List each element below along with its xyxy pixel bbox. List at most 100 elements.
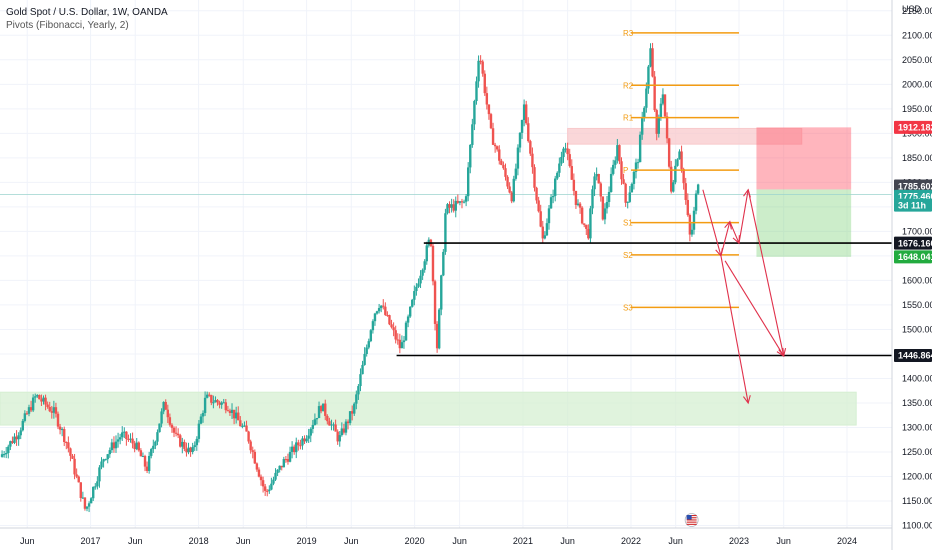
candle-body <box>284 459 288 461</box>
candle <box>628 185 631 203</box>
candle <box>473 99 476 131</box>
candle <box>452 199 455 213</box>
candle <box>137 441 141 452</box>
candle-body <box>255 463 259 470</box>
candle <box>324 399 327 421</box>
candle <box>506 175 509 190</box>
candle <box>454 196 457 218</box>
candle <box>450 198 453 213</box>
candle <box>622 173 625 185</box>
candle <box>245 420 248 432</box>
arrow-head <box>778 348 787 358</box>
candle-body <box>614 160 617 165</box>
candle-body <box>131 438 134 444</box>
candle <box>549 194 553 209</box>
candle-body <box>40 399 43 402</box>
pivot-label-r3: R3 <box>623 29 634 38</box>
candle <box>214 396 217 403</box>
candle-body <box>228 410 232 413</box>
candle-body <box>253 451 257 464</box>
candle-body <box>305 438 308 442</box>
price-tag-label: 1912.182 <box>898 123 932 133</box>
candle <box>400 335 404 349</box>
candle <box>500 158 503 166</box>
x-tick-label: 2020 <box>405 536 425 546</box>
candle <box>125 431 128 446</box>
candle-body <box>653 76 656 111</box>
candle-body <box>454 200 457 211</box>
y-tick-label: 1150.00 <box>902 496 932 506</box>
candle <box>257 467 261 478</box>
candle-body <box>203 397 207 413</box>
candle-body <box>630 183 634 193</box>
candle <box>390 319 393 329</box>
candle-body <box>218 402 221 405</box>
candle <box>460 198 464 209</box>
candle-body <box>326 415 329 422</box>
price-tag-bg <box>894 236 932 250</box>
horizontal-levels <box>396 242 892 357</box>
candle-body <box>71 455 74 459</box>
candle-body <box>696 184 700 194</box>
candle-body <box>176 433 180 436</box>
candle-body <box>145 466 149 471</box>
candle-body <box>562 148 565 157</box>
candle <box>263 483 267 496</box>
candle-body <box>89 498 93 504</box>
candle-body <box>257 469 261 477</box>
candle-body <box>632 171 636 184</box>
candle <box>143 454 147 472</box>
candle-body <box>46 404 49 407</box>
x-tick-label: Jun <box>452 536 467 546</box>
candle <box>288 446 292 463</box>
candle-body <box>199 416 203 424</box>
candle-body <box>545 223 549 236</box>
candle-body <box>346 421 350 424</box>
candle-body <box>678 151 681 160</box>
candle-body <box>458 201 462 203</box>
candle <box>98 465 101 488</box>
candle <box>495 145 499 152</box>
candle-body <box>118 437 122 440</box>
candle-body <box>413 291 416 300</box>
candle <box>92 486 95 502</box>
candle-body <box>309 428 312 436</box>
candle-body <box>437 309 441 349</box>
candle <box>493 142 497 153</box>
candle-body <box>649 48 652 67</box>
candle-body <box>686 199 689 216</box>
pivot-label-p: P <box>623 166 628 175</box>
candle-body <box>595 173 598 177</box>
candle <box>340 422 344 437</box>
candle-body <box>67 442 70 449</box>
candle-body <box>19 430 22 436</box>
flag-stripe <box>686 523 697 525</box>
candle-body <box>170 424 174 428</box>
candle <box>483 70 486 96</box>
candle <box>377 303 381 314</box>
candle <box>15 430 18 446</box>
flag-canton <box>686 515 692 520</box>
pivot-label-s3: S3 <box>623 303 633 312</box>
candle <box>224 398 228 414</box>
candle-body <box>197 423 201 439</box>
support-zone <box>0 391 857 426</box>
candle-body <box>179 435 182 447</box>
candle <box>152 439 155 453</box>
candle <box>31 394 35 413</box>
candle <box>464 194 468 207</box>
candle <box>605 195 609 214</box>
candle-body <box>110 442 114 451</box>
candle-body <box>357 386 360 395</box>
candle-body <box>50 411 53 413</box>
candle <box>564 142 567 153</box>
candle <box>239 416 242 427</box>
y-tick-label: 2100.00 <box>902 30 932 40</box>
candle <box>179 433 182 448</box>
candle-body <box>371 321 375 331</box>
candle-body <box>479 60 482 62</box>
candle <box>593 172 596 197</box>
candle <box>585 224 588 236</box>
candle <box>634 158 638 179</box>
